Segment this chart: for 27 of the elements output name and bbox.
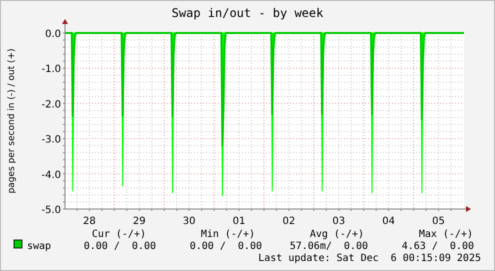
x-tick-label: 05 — [432, 216, 445, 227]
y-axis-title: pages per second in (-) / out (+) — [7, 48, 17, 194]
y-tick-label: -5.0 — [41, 205, 61, 216]
x-tick-label: 04 — [382, 216, 396, 227]
x-tick-label: 02 — [282, 216, 296, 227]
text: 4.63 / 0.00 — [402, 241, 474, 252]
y-tick-label: -2.0 — [41, 99, 61, 110]
chart-title: Swap in/out - by week — [172, 6, 324, 20]
y-tick-label: -4.0 — [41, 170, 61, 181]
x-tick-label: 03 — [332, 216, 346, 227]
text: Last update: Sat Dec 6 00:15:09 2025 — [258, 253, 481, 264]
line-series — [64, 32, 465, 147]
y-tick-label: 0.0 — [45, 29, 61, 40]
text: 57.06m/ 0.00 — [290, 241, 368, 252]
x-tick-label: 30 — [182, 216, 196, 227]
y-tick-label: -3.0 — [41, 134, 61, 146]
text: Min (-/+) — [200, 229, 255, 240]
x-tick-label: 28 — [83, 216, 96, 227]
text: Avg (-/+) — [310, 229, 364, 240]
y-tick-label: -1.0 — [41, 64, 61, 76]
text: Cur (-/+) — [92, 229, 146, 240]
legend-label: swap — [27, 241, 52, 252]
text: 0.00 / 0.00 — [190, 241, 262, 252]
x-tick-label: 01 — [232, 216, 246, 227]
text: Max (-/+) — [418, 229, 473, 240]
text: 0.00 / 0.00 — [84, 241, 156, 252]
x-tick-label: 29 — [132, 216, 146, 227]
